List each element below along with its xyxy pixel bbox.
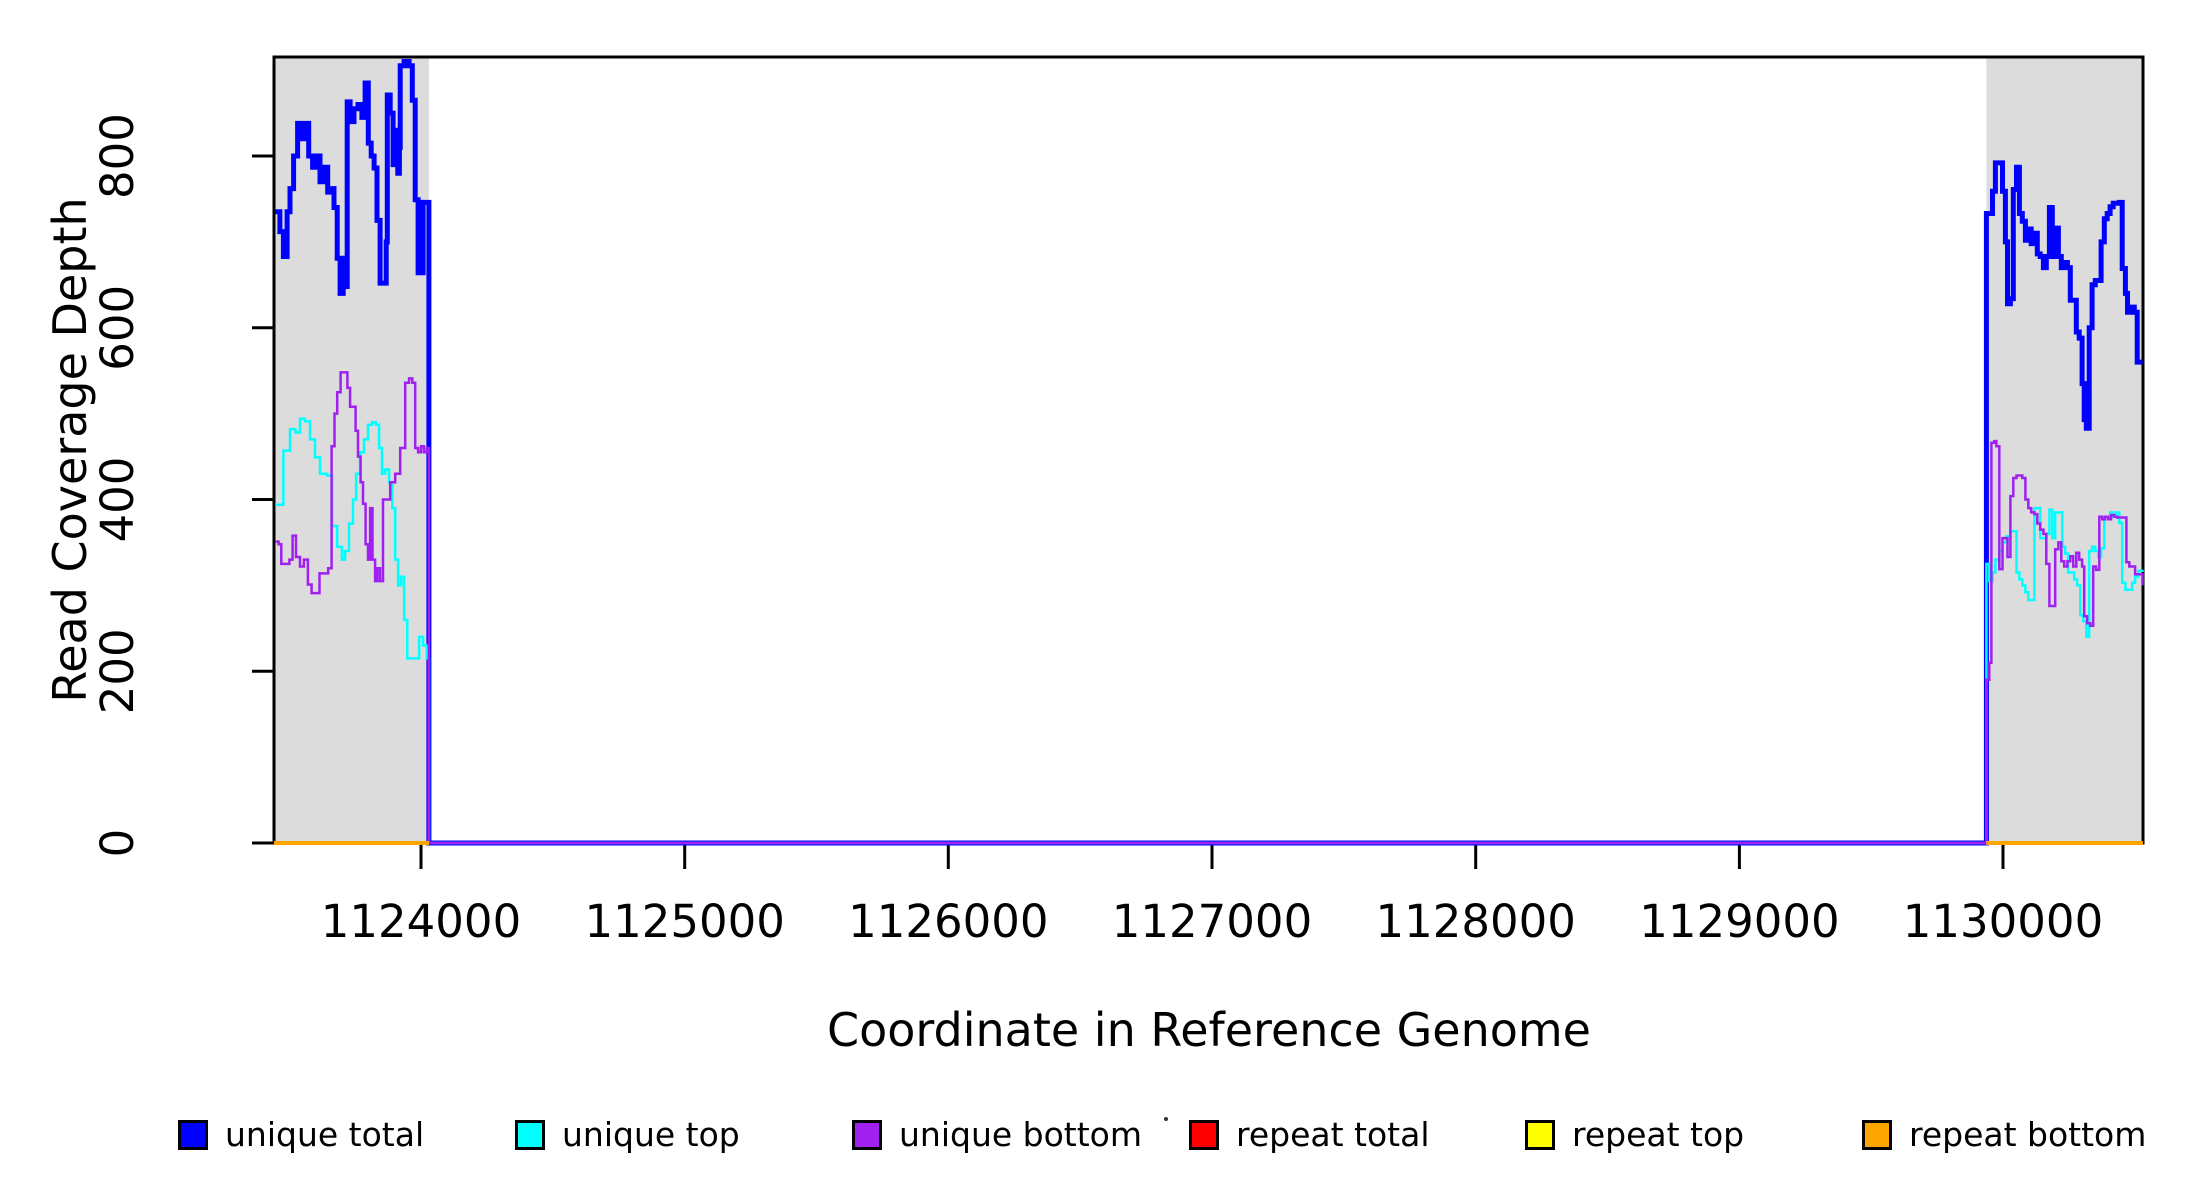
y-tick-label: 0 <box>91 829 144 858</box>
repeat-region-shading <box>274 57 429 843</box>
y-tick-label: 800 <box>91 113 144 199</box>
y-axis-title: Read Coverage Depth <box>43 197 97 703</box>
x-tick-label: 1128000 <box>1375 895 1575 948</box>
x-tick-label: 1124000 <box>321 895 521 948</box>
series-unique-top-line <box>275 417 2144 845</box>
x-tick-label: 1127000 <box>1112 895 1312 948</box>
y-tick-label: 600 <box>91 285 144 371</box>
stray-dot <box>1164 1117 1168 1121</box>
x-tick-label: 1126000 <box>848 895 1048 948</box>
x-tick-label: 1129000 <box>1639 895 1839 948</box>
plot-border <box>272 55 2145 845</box>
series-unique-total-line <box>275 59 2143 846</box>
x-tick-label: 1130000 <box>1903 895 2103 948</box>
x-axis-title: Coordinate in Reference Genome <box>827 1003 1591 1057</box>
series-unique-bottom-line <box>275 371 2144 845</box>
repeat-region-shading <box>1986 57 2143 843</box>
y-tick-label: 400 <box>91 457 144 543</box>
y-tick-label: 200 <box>91 628 144 714</box>
x-tick-label: 1125000 <box>584 895 784 948</box>
